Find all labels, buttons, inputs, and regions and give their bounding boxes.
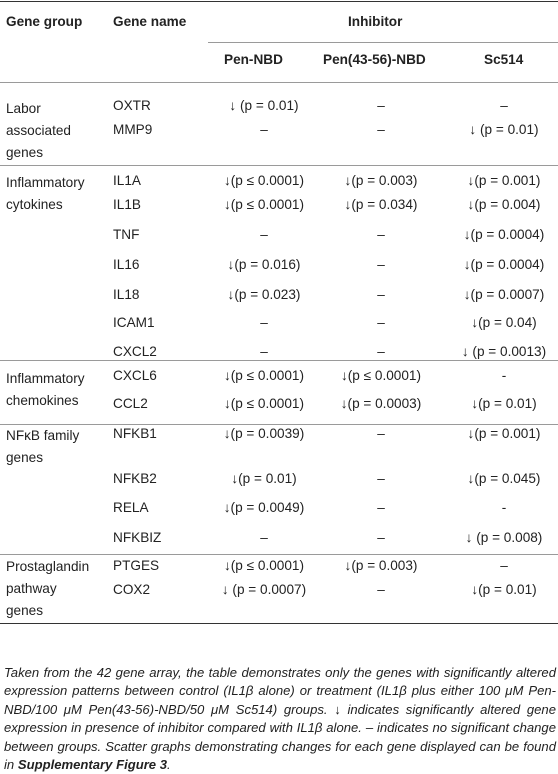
gene-name-cell: CXCL2 <box>113 344 157 359</box>
value-cell-pen43: – <box>377 500 385 515</box>
value-cell-sc: – <box>500 98 508 113</box>
value-cell-sc: ↓(p = 0.004) <box>467 197 541 212</box>
gene-name-cell: RELA <box>113 500 149 515</box>
value-cell-pen: ↓ (p = 0.01) <box>229 98 299 113</box>
value-cell-sc: ↓ (p = 0.008) <box>465 530 543 545</box>
value-cell-pen: ↓(p = 0.016) <box>227 257 301 272</box>
value-cell-pen43: – <box>377 98 385 113</box>
value-cell-pen43: – <box>377 582 385 597</box>
value-cell-pen43: – <box>377 530 385 545</box>
supplementary-figure-ref[interactable]: Supplementary Figure 3 <box>17 757 168 773</box>
gene-name-cell: NFKB1 <box>113 426 157 441</box>
header-inhibitor: Inhibitor <box>348 14 403 29</box>
gene-name-cell: OXTR <box>113 98 151 113</box>
group-label-labor: Labor associated genes <box>6 101 71 160</box>
value-cell-pen43: – <box>377 257 385 272</box>
value-cell-sc: ↓ (p = 0.01) <box>469 122 539 137</box>
value-cell-pen: – <box>260 122 268 137</box>
value-cell-pen43: – <box>377 227 385 242</box>
value-cell-pen: ↓(p = 0.0039) <box>223 426 305 441</box>
value-cell-pen43: ↓(p = 0.0003) <box>340 396 422 411</box>
gene-name-cell: MMP9 <box>113 122 153 137</box>
value-cell-sc: ↓(p = 0.04) <box>471 315 537 330</box>
value-cell-pen: ↓(p = 0.01) <box>231 471 297 486</box>
value-cell-pen: – <box>260 530 268 545</box>
value-cell-sc: - <box>501 368 507 383</box>
value-cell-pen: ↓(p ≤ 0.0001) <box>223 368 304 383</box>
gene-name-cell: IL1B <box>113 197 141 212</box>
value-cell-sc: ↓ (p = 0.0013) <box>461 344 547 359</box>
header-gene-name: Gene name <box>113 14 187 29</box>
value-cell-sc: ↓(p = 0.01) <box>471 582 537 597</box>
value-cell-pen43: ↓(p ≤ 0.0001) <box>340 368 421 383</box>
group-label-chemokines: Inflammatory chemokines <box>6 371 85 408</box>
header-sc514: Sc514 <box>484 52 524 67</box>
value-cell-pen43: ↓(p = 0.003) <box>344 558 418 573</box>
value-cell-pen43: – <box>377 315 385 330</box>
value-cell-pen: ↓(p ≤ 0.0001) <box>223 197 304 212</box>
value-cell-pen43: – <box>377 287 385 302</box>
group-label-prostaglandin: Prostaglandin pathway genes <box>6 559 90 618</box>
value-cell-sc: ↓(p = 0.01) <box>471 396 537 411</box>
table-top-rule <box>0 1 558 2</box>
value-cell-pen: ↓(p ≤ 0.0001) <box>223 173 304 188</box>
value-cell-sc: – <box>500 558 508 573</box>
header-gene-group: Gene group <box>6 14 83 29</box>
value-cell-pen43: – <box>377 426 385 441</box>
header-pen-nbd: Pen-NBD <box>224 52 283 67</box>
gene-name-cell: COX2 <box>113 582 151 597</box>
value-cell-pen: – <box>260 227 268 242</box>
value-cell-pen43: ↓(p = 0.034) <box>344 197 418 212</box>
gene-name-cell: IL1A <box>113 173 141 188</box>
value-cell-pen: ↓(p = 0.023) <box>227 287 301 302</box>
value-cell-pen43: ↓(p = 0.003) <box>344 173 418 188</box>
gene-name-cell: NFKBIZ <box>113 530 162 545</box>
table-bottom-rule <box>0 623 558 624</box>
value-cell-sc: ↓(p = 0.001) <box>467 426 541 441</box>
gene-name-cell: CXCL6 <box>113 368 157 383</box>
value-cell-sc: - <box>501 500 507 515</box>
table-caption: Taken from the 42 gene array, the table … <box>4 665 556 773</box>
group-label-cytokines: Inflammatory cytokines <box>6 175 85 212</box>
value-cell-pen: – <box>260 315 268 330</box>
value-cell-pen43: – <box>377 344 385 359</box>
value-cell-pen43: – <box>377 122 385 137</box>
value-cell-pen: ↓(p ≤ 0.0001) <box>223 558 304 573</box>
header-bottom-rule <box>0 82 558 83</box>
value-cell-pen: ↓(p ≤ 0.0001) <box>223 396 304 411</box>
gene-name-cell: IL16 <box>113 257 140 272</box>
value-cell-pen: ↓ (p = 0.0007) <box>221 582 307 597</box>
value-cell-pen43: – <box>377 471 385 486</box>
value-cell-sc: ↓(p = 0.0007) <box>463 287 545 302</box>
gene-name-cell: TNF <box>113 227 140 242</box>
value-cell-pen: ↓(p = 0.0049) <box>223 500 305 515</box>
value-cell-sc: ↓(p = 0.045) <box>467 471 541 486</box>
group-label-nfkb: NFκB family genes <box>6 428 80 465</box>
gene-name-cell: CCL2 <box>113 396 148 411</box>
gene-name-cell: PTGES <box>113 558 160 573</box>
header-pen-43-56-nbd: Pen(43-56)-NBD <box>323 52 426 67</box>
gene-name-cell: IL18 <box>113 287 140 302</box>
value-cell-pen: – <box>260 344 268 359</box>
value-cell-sc: ↓(p = 0.0004) <box>463 257 545 272</box>
gene-name-cell: ICAM1 <box>113 315 155 330</box>
value-cell-sc: ↓(p = 0.001) <box>467 173 541 188</box>
inhibitor-subheader-rule <box>208 42 558 43</box>
value-cell-sc: ↓(p = 0.0004) <box>463 227 545 242</box>
gene-name-cell: NFKB2 <box>113 471 157 486</box>
